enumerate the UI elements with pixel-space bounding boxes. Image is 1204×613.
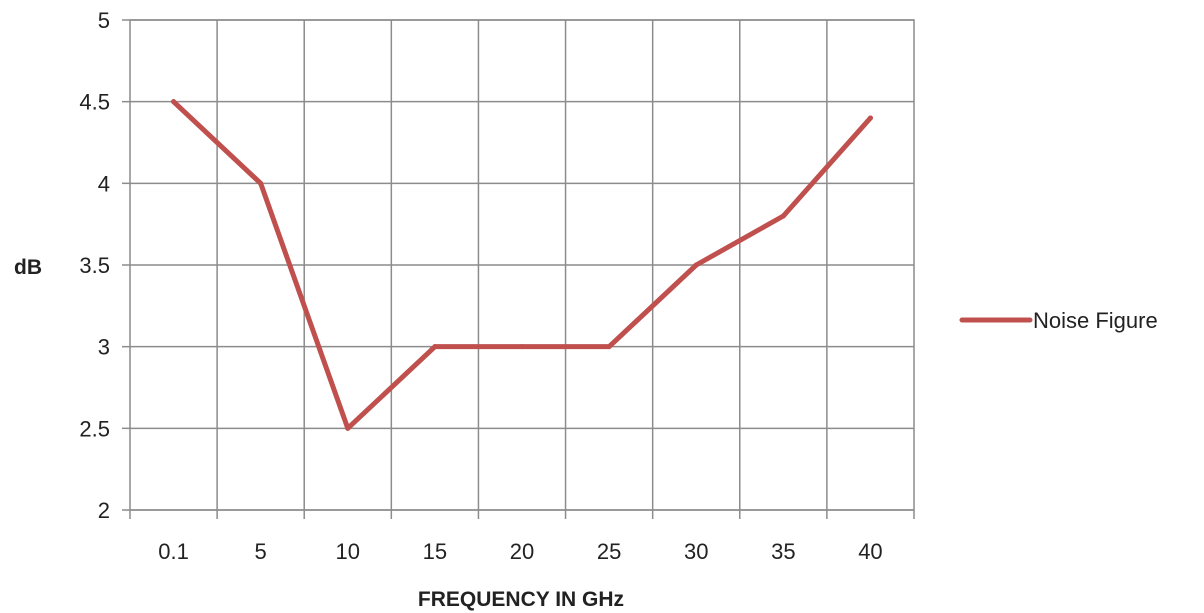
data-point (693, 262, 699, 268)
data-point (432, 344, 438, 350)
y-tick-label: 2.5 (79, 416, 110, 441)
legend-label-noise-figure: Noise Figure (1033, 308, 1158, 333)
series-layer (171, 99, 873, 431)
x-tick-label: 5 (255, 539, 267, 564)
x-axis-title: FREQUENCY IN GHz (418, 588, 624, 611)
x-axis-ticks: 0.1 5 10 15 20 25 30 35 40 (129, 510, 915, 564)
data-point (519, 344, 525, 350)
y-axis-ticks: 2 2.5 3 3.5 4 4.5 5 (79, 8, 130, 523)
y-tick-label: 4 (98, 171, 110, 196)
data-point (606, 344, 612, 350)
legend: Noise Figure (959, 308, 1158, 333)
y-tick-label: 3.5 (79, 253, 110, 278)
x-tick-label: 35 (771, 539, 795, 564)
x-tick-label: 20 (510, 539, 534, 564)
data-point (258, 180, 264, 186)
y-tick-label: 2 (98, 498, 110, 523)
x-tick-label: 10 (336, 539, 360, 564)
y-tick-label: 3 (98, 335, 110, 360)
x-tick-label: 0.1 (158, 539, 189, 564)
y-axis-title: dB (14, 256, 42, 279)
x-tick-label: 40 (858, 539, 882, 564)
data-point (780, 213, 786, 219)
data-point (171, 99, 177, 105)
x-tick-label: 25 (597, 539, 621, 564)
y-tick-label: 5 (98, 8, 110, 33)
x-tick-label: 30 (684, 539, 708, 564)
x-tick-label: 15 (423, 539, 447, 564)
gridlines (130, 19, 914, 511)
y-tick-label: 4.5 (79, 90, 110, 115)
data-point (867, 115, 873, 121)
data-point (345, 425, 351, 431)
